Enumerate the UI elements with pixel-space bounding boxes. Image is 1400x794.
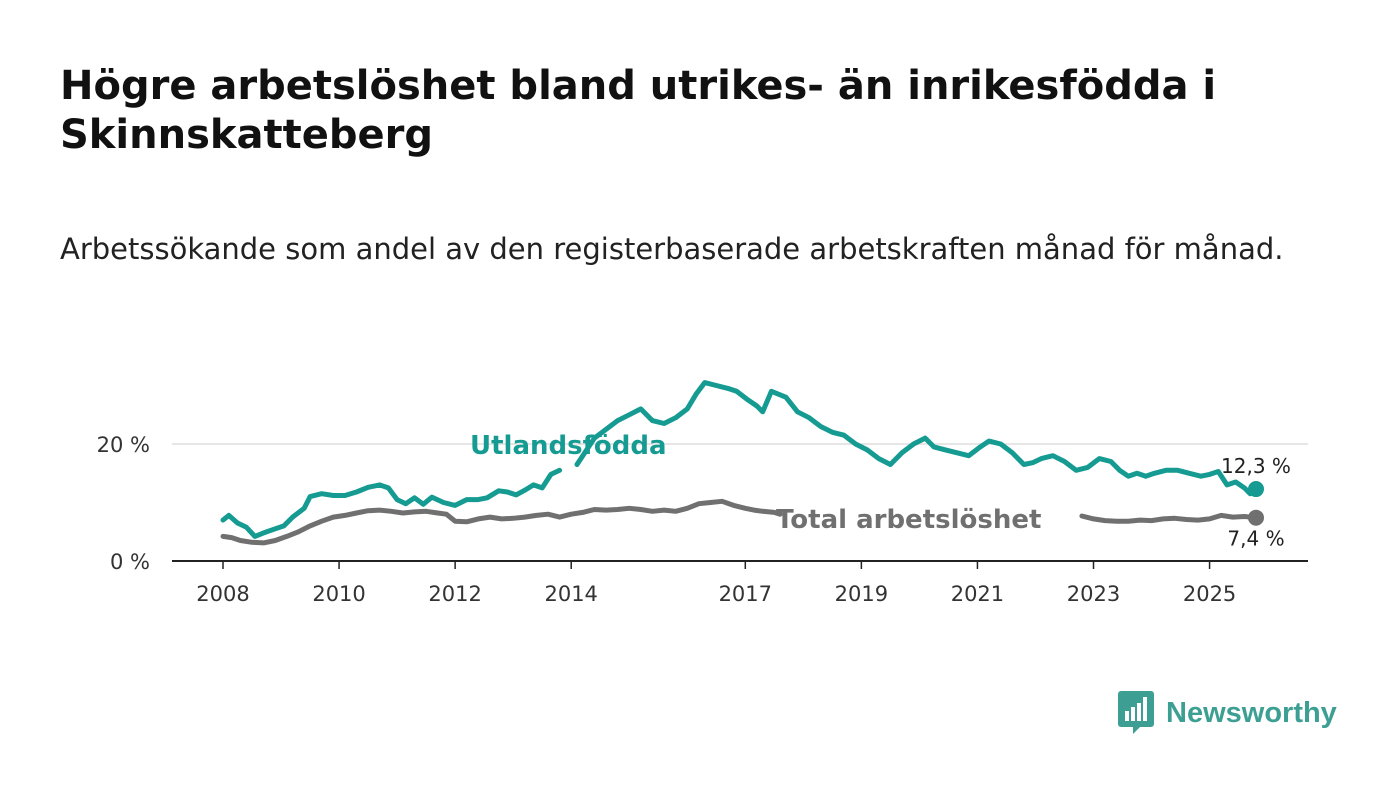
end-point-total-arbetsloshet	[1248, 509, 1264, 526]
end-value-label-total-arbetsloshet: 7,4 %	[1227, 527, 1284, 551]
newsworthy-logo-icon	[1118, 691, 1154, 734]
x-tick-label: 2017	[719, 582, 772, 606]
x-tick-label: 2012	[428, 582, 481, 606]
x-tick-label: 2010	[312, 582, 365, 606]
x-tick-label: 2019	[835, 582, 888, 606]
line-chart: 0 % 20 % 2008 2010 2012 2014 2017 2019 2021 2023…	[97, 380, 1308, 606]
series-label-utlandsfodda: Utlandsfödda	[470, 431, 667, 461]
x-tick-label: 2021	[951, 582, 1004, 606]
y-axis-tick-labels: 0 % 20 %	[97, 433, 150, 574]
series-line-utlandsfodda	[574, 380, 1259, 497]
y-tick-label: 20 %	[97, 433, 150, 457]
series-labels: Utlandsfödda Total arbetslöshet 12,3 % 7,4 …	[470, 431, 1291, 551]
end-value-label-utlandsfodda: 12,3 %	[1221, 454, 1291, 478]
newsworthy-brand[interactable]: Newsworthy	[1118, 690, 1337, 736]
series-line-utlandsfodda	[220, 467, 563, 539]
series-lines	[220, 380, 1264, 546]
end-point-utlandsfodda	[1248, 481, 1264, 498]
series-label-total-arbetsloshet: Total arbetslöshet	[776, 505, 1041, 535]
series-line-total-arbetsloshet	[1079, 512, 1259, 524]
x-axis	[172, 560, 1308, 569]
brand-name: Newsworthy	[1166, 696, 1337, 729]
chart-subtitle: Arbetssökande som andel av den registerb…	[60, 232, 1284, 266]
x-tick-label: 2023	[1067, 582, 1120, 606]
y-tick-label: 0 %	[110, 550, 150, 574]
chart-title: Högre arbetslöshet bland utrikes- än inr…	[60, 63, 1217, 158]
x-tick-label: 2025	[1183, 582, 1236, 606]
x-tick-label: 2014	[544, 582, 597, 606]
series-line-total-arbetsloshet	[220, 498, 783, 546]
x-axis-tick-labels: 2008 2010 2012 2014 2017 2019 2021 2023 2025	[196, 582, 1236, 606]
x-tick-label: 2008	[196, 582, 249, 606]
